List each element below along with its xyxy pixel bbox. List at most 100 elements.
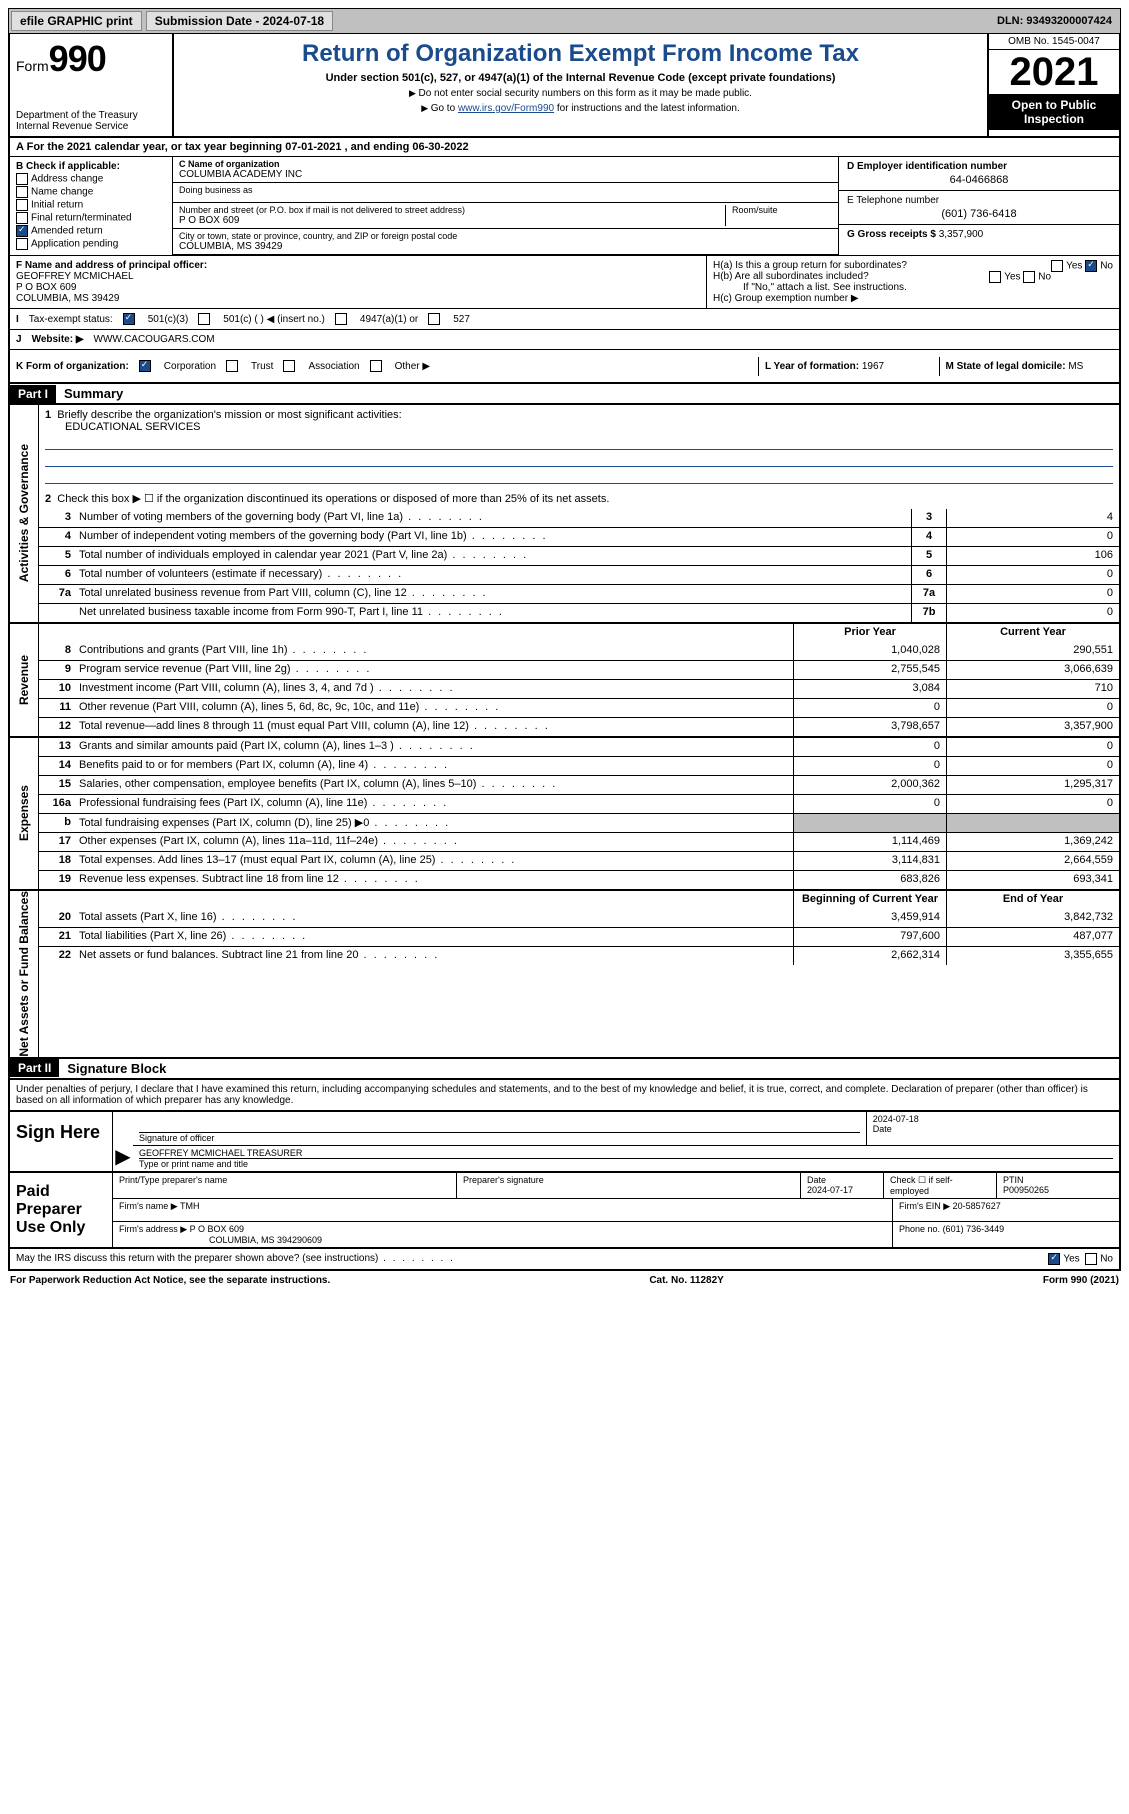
sign-here-label: Sign Here (10, 1112, 113, 1171)
discuss-yes: Yes (1063, 1253, 1079, 1264)
submission-date-button[interactable]: Submission Date - 2024-07-18 (146, 11, 333, 31)
prep-name-label: Print/Type preparer's name (119, 1175, 227, 1185)
ein-label: D Employer identification number (847, 161, 1007, 172)
form-title: Return of Organization Exempt From Incom… (184, 40, 977, 68)
part2-tag: Part II (10, 1059, 59, 1077)
table-row: 13Grants and similar amounts paid (Part … (39, 738, 1119, 756)
opt-501c3: 501(c)(3) (148, 314, 189, 325)
table-row: 8Contributions and grants (Part VIII, li… (39, 642, 1119, 660)
chk-application-pending[interactable]: Application pending (16, 238, 166, 250)
table-row: 3Number of voting members of the governi… (39, 509, 1119, 527)
firm-addr: P O BOX 609 (190, 1224, 244, 1234)
chk-assoc[interactable] (283, 360, 295, 372)
footer-right: Form 990 (2021) (1043, 1275, 1119, 1286)
f-label: F Name and address of principal officer: (16, 260, 207, 271)
part1-title: Summary (56, 384, 131, 403)
chk-4947[interactable] (335, 313, 347, 325)
may-discuss-row: May the IRS discuss this return with the… (8, 1249, 1121, 1271)
officer-addr1: P O BOX 609 (16, 282, 76, 293)
opt-501c: 501(c) ( ) ◀ (insert no.) (223, 314, 325, 325)
hc-label: H(c) Group exemption number ▶ (713, 293, 1113, 304)
may-discuss-label: May the IRS discuss this return with the… (16, 1253, 455, 1264)
chk-final-return[interactable]: Final return/terminated (16, 212, 166, 224)
table-row: 17Other expenses (Part IX, column (A), l… (39, 832, 1119, 851)
expenses-section: Expenses 13Grants and similar amounts pa… (8, 738, 1121, 891)
ptin-label: PTIN (1003, 1175, 1024, 1185)
chk-amended-return[interactable]: Amended return (16, 225, 166, 237)
row-k: K Form of organization: Corporation Trus… (10, 349, 1119, 382)
opt-4947: 4947(a)(1) or (360, 314, 418, 325)
chk-corp[interactable] (139, 360, 151, 372)
vtab-netassets: Net Assets or Fund Balances (10, 891, 39, 1057)
part1-header: Part I Summary (8, 384, 1121, 405)
firm-phone: (601) 736-3449 (943, 1224, 1005, 1234)
table-row: 7aTotal unrelated business revenue from … (39, 584, 1119, 603)
table-row: 4Number of independent voting members of… (39, 527, 1119, 546)
paid-preparer-block: Paid Preparer Use Only Print/Type prepar… (8, 1173, 1121, 1249)
street-address: P O BOX 609 (179, 215, 725, 226)
chk-501c3[interactable] (123, 313, 135, 325)
vtab-expenses: Expenses (10, 738, 39, 889)
chk-501c[interactable] (198, 313, 210, 325)
chk-name-change[interactable]: Name change (16, 186, 166, 198)
paid-preparer-label: Paid Preparer Use Only (10, 1173, 113, 1247)
table-row: 5Total number of individuals employed in… (39, 546, 1119, 565)
line-a-text: For the 2021 calendar year, or tax year … (27, 141, 469, 153)
opt-trust: Trust (251, 361, 273, 372)
header-mid: Return of Organization Exempt From Incom… (174, 34, 987, 136)
ein-value: 64-0466868 (847, 174, 1111, 186)
gross-value: 3,357,900 (939, 229, 984, 240)
addr-label: Number and street (or P.O. box if mail i… (179, 205, 725, 215)
hb-no[interactable]: No (1038, 272, 1051, 283)
chk-trust[interactable] (226, 360, 238, 372)
chk-527[interactable] (428, 313, 440, 325)
ha-yes[interactable]: Yes (1066, 261, 1082, 272)
note-goto-pre: Go to (431, 103, 458, 114)
chk-initial-return[interactable]: Initial return (16, 199, 166, 211)
ha-no[interactable]: No (1100, 261, 1113, 272)
efile-button[interactable]: efile GRAPHIC print (11, 11, 142, 31)
line-a: A For the 2021 calendar year, or tax yea… (10, 138, 1119, 157)
tax-year: 2021 (989, 50, 1119, 94)
firm-ein-label: Firm's EIN ▶ (899, 1201, 950, 1211)
part2-title: Signature Block (59, 1059, 174, 1078)
website-label: Website: ▶ (32, 334, 84, 345)
note-goto: Go to www.irs.gov/Form990 for instructio… (184, 103, 977, 114)
table-row: 14Benefits paid to or for members (Part … (39, 756, 1119, 775)
table-row: 12Total revenue—add lines 8 through 11 (… (39, 717, 1119, 736)
c-name-label: C Name of organization (179, 159, 280, 169)
form-subtitle: Under section 501(c), 527, or 4947(a)(1)… (184, 72, 977, 84)
ha-label: H(a) Is this a group return for subordin… (713, 260, 907, 271)
firm-ein: 20-5857627 (953, 1201, 1001, 1211)
discuss-yes-chk[interactable] (1048, 1253, 1060, 1265)
firm-name-label: Firm's name ▶ (119, 1201, 178, 1211)
sign-here-block: Sign Here ▶ Signature of officer 2024-07… (8, 1112, 1121, 1173)
phone-label: E Telephone number (847, 195, 939, 206)
revenue-section: Revenue Prior Year Current Year 8Contrib… (8, 624, 1121, 738)
chk-address-change[interactable]: Address change (16, 173, 166, 185)
table-row: 19Revenue less expenses. Subtract line 1… (39, 870, 1119, 889)
prep-sig-label: Preparer's signature (463, 1175, 544, 1185)
chk-other[interactable] (370, 360, 382, 372)
firm-phone-label: Phone no. (899, 1224, 940, 1234)
vtab-governance: Activities & Governance (10, 405, 39, 622)
header-right: OMB No. 1545-0047 2021 Open to Public In… (987, 34, 1119, 136)
page-footer: For Paperwork Reduction Act Notice, see … (8, 1271, 1121, 1290)
prep-date: 2024-07-17 (807, 1185, 853, 1195)
table-row: 21Total liabilities (Part X, line 26)797… (39, 927, 1119, 946)
k-label: K Form of organization: (16, 361, 129, 372)
note-ssn: Do not enter social security numbers on … (184, 88, 977, 99)
dba-label: Doing business as (179, 185, 832, 195)
irs-link[interactable]: www.irs.gov/Form990 (458, 103, 554, 114)
col-b-checkboxes: B Check if applicable: Address change Na… (10, 157, 173, 255)
omb-label: OMB No. 1545-0047 (989, 34, 1119, 50)
prep-check-label: Check ☐ if self-employed (884, 1173, 997, 1198)
col-b-label: B Check if applicable: (16, 161, 166, 172)
room-label: Room/suite (732, 205, 832, 215)
hb-yes[interactable]: Yes (1004, 272, 1020, 283)
identity-section: A For the 2021 calendar year, or tax yea… (8, 138, 1121, 384)
table-row: 9Program service revenue (Part VIII, lin… (39, 660, 1119, 679)
discuss-no-chk[interactable] (1085, 1253, 1097, 1265)
dln-label: DLN: 93493200007424 (997, 15, 1118, 27)
declaration: Under penalties of perjury, I declare th… (8, 1080, 1121, 1112)
